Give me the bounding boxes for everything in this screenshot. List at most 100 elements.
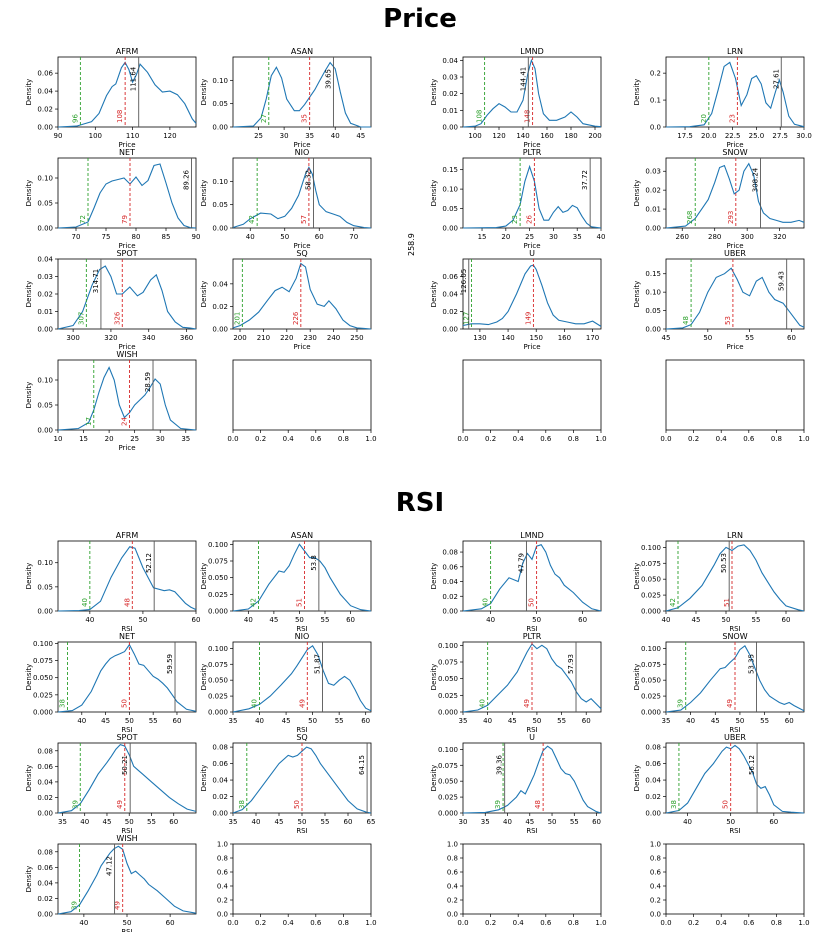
y-axis-label: Density [430, 281, 438, 308]
red-line-label: 51 [296, 598, 304, 607]
y-tick-label: 0.050 [438, 778, 458, 786]
y-axis-label: Density [430, 765, 438, 792]
subplot-rsi-uber: UBER 40 50 60 0.00 0.02 0.04 0.06 0.08 RSI Density… [633, 733, 805, 835]
x-tick-label: 200 [233, 334, 246, 342]
y-tick-label: 0.05 [645, 307, 661, 315]
x-tick-label: 70 [72, 233, 81, 241]
y-tick-label: 0.100 [438, 746, 458, 754]
green-line-label: 38 [670, 800, 678, 809]
y-tick-label: 0.02 [442, 593, 458, 601]
x-tick-label: 55 [321, 818, 330, 826]
y-tick-label: 0.02 [212, 303, 228, 311]
x-tick-label: 0.8 [568, 919, 579, 927]
axes-frame [665, 56, 805, 128]
x-tick-label: 40 [77, 717, 86, 725]
gray-line-label: 56.12 [748, 755, 756, 775]
y-tick-label: 0.00 [442, 124, 458, 132]
x-tick-label: 240 [327, 334, 340, 342]
x-tick-label: 40 [483, 717, 492, 725]
green-line-label: 127 [462, 312, 470, 325]
y-tick-label: 0.05 [212, 201, 228, 209]
subplot-price-empty-14: 0.0 0.2 0.4 0.6 0.8 1.0 [457, 359, 607, 443]
subplot-price-net: NET 70 75 80 85 90 0.00 0.05 0.10 Price Density 72 7… [25, 148, 200, 250]
subplot-title: ASAN [291, 47, 313, 56]
x-tick-label: 280 [708, 233, 721, 241]
subplot-rsi-sq: SQ 35 40 45 50 55 60 65 0.00 0.02 0.04 0.06 0.08 RSI D… [200, 733, 375, 835]
subplot-rsi-net: NET 40 45 50 55 60 0.000 0.025 0.050 0.075 0.100 RS… [25, 632, 197, 734]
y-tick-label: 0.00 [212, 124, 228, 132]
y-axis-label: Density [200, 765, 208, 792]
x-tick-label: 1.0 [798, 435, 809, 443]
y-tick-label: 0.10 [212, 77, 228, 85]
x-tick-label: 170 [586, 334, 599, 342]
x-tick-label: 40 [331, 132, 340, 140]
axes-frame [57, 157, 197, 229]
x-tick-label: 120 [163, 132, 176, 140]
x-tick-label: 50 [532, 616, 541, 624]
x-tick-label: 45 [508, 717, 517, 725]
subplot-price-pltr: PLTR 15 20 25 30 35 40 0.00 0.05 0.10 0.15 Price Den… [430, 148, 605, 250]
y-tick-label: 0.050 [33, 674, 53, 682]
y-tick-label: 0.03 [442, 74, 458, 82]
subplot-price-u: U 130 140 150 160 170 0.00 0.02 0.04 0.06 Price Den… [430, 249, 602, 351]
red-line-label: 50 [120, 699, 128, 708]
axes-frame [232, 359, 372, 431]
y-tick-label: 0.6 [217, 869, 229, 877]
x-tick-label: 20.0 [701, 132, 717, 140]
subplot-title: U [529, 249, 535, 258]
y-axis-label: Density [25, 765, 33, 792]
x-tick-label: 35 [58, 818, 67, 826]
subplot-rsi-u: U 30 35 40 45 50 55 60 0.000 0.025 0.050 0.075 0.100… [430, 733, 602, 835]
x-axis-label: Price [293, 242, 310, 250]
red-line-label: 49 [116, 800, 124, 809]
axes-frame [57, 843, 197, 915]
y-tick-label: 0.00 [37, 124, 53, 132]
x-tick-label: 40 [486, 616, 495, 624]
y-tick-label: 0.02 [37, 895, 53, 903]
x-tick-label: 15 [79, 435, 88, 443]
x-tick-label: 110 [126, 132, 139, 140]
y-tick-label: 0.02 [37, 106, 53, 114]
x-tick-label: 0.4 [283, 435, 295, 443]
subplot-price-nio: NIO 40 50 60 70 0.00 0.05 0.10 Price Density 42 57 5… [200, 148, 372, 250]
gray-line-label: 59.43 [778, 271, 786, 291]
subplot-price-afrm: AFRM 90 100 110 120 0.00 0.02 0.04 0.06 Price Dens… [25, 47, 197, 149]
y-tick-label: 0.000 [438, 810, 458, 818]
green-line-label: 40 [479, 699, 487, 708]
x-tick-label: 10 [54, 435, 63, 443]
x-tick-label: 45 [275, 818, 284, 826]
red-line-label: 226 [292, 311, 300, 325]
x-tick-label: 60 [769, 818, 778, 826]
x-tick-label: 0.2 [255, 435, 266, 443]
x-tick-label: 0.2 [688, 435, 699, 443]
gray-line-label: 57.93 [567, 654, 575, 674]
y-tick-label: 0.04 [212, 280, 228, 288]
y-tick-label: 0.02 [442, 308, 458, 316]
x-tick-label: 50 [280, 233, 289, 241]
red-line-label: 26 [525, 215, 533, 224]
density-curve [665, 61, 805, 128]
x-tick-label: 30 [280, 132, 289, 140]
subplot-title: SQ [296, 733, 307, 742]
y-tick-label: 0.0 [447, 911, 458, 919]
y-tick-label: 0.00 [37, 326, 53, 334]
x-tick-label: 90 [54, 132, 63, 140]
y-tick-label: 0.4 [447, 883, 459, 891]
subplot-title: NIO [295, 632, 310, 641]
subplot-price-empty-15: 0.0 0.2 0.4 0.6 0.8 1.0 [660, 359, 810, 443]
red-line-label: 23 [728, 114, 736, 123]
y-tick-label: 0.8 [650, 855, 661, 863]
x-tick-label: 20 [501, 233, 510, 241]
x-tick-label: 0.8 [771, 919, 782, 927]
green-line-label: 40 [251, 699, 259, 708]
gray-line-label: 52.12 [145, 553, 153, 573]
y-tick-label: 0.02 [645, 187, 661, 195]
y-tick-label: 0.02 [37, 291, 53, 299]
x-tick-label: 40 [85, 616, 94, 624]
x-axis-label: Price [118, 444, 135, 452]
axes-frame [665, 258, 805, 330]
red-line-label: 24 [121, 417, 129, 426]
y-tick-label: 0.050 [208, 677, 228, 685]
red-line-label: 53 [724, 316, 732, 325]
y-tick-label: 0.00 [212, 225, 228, 233]
